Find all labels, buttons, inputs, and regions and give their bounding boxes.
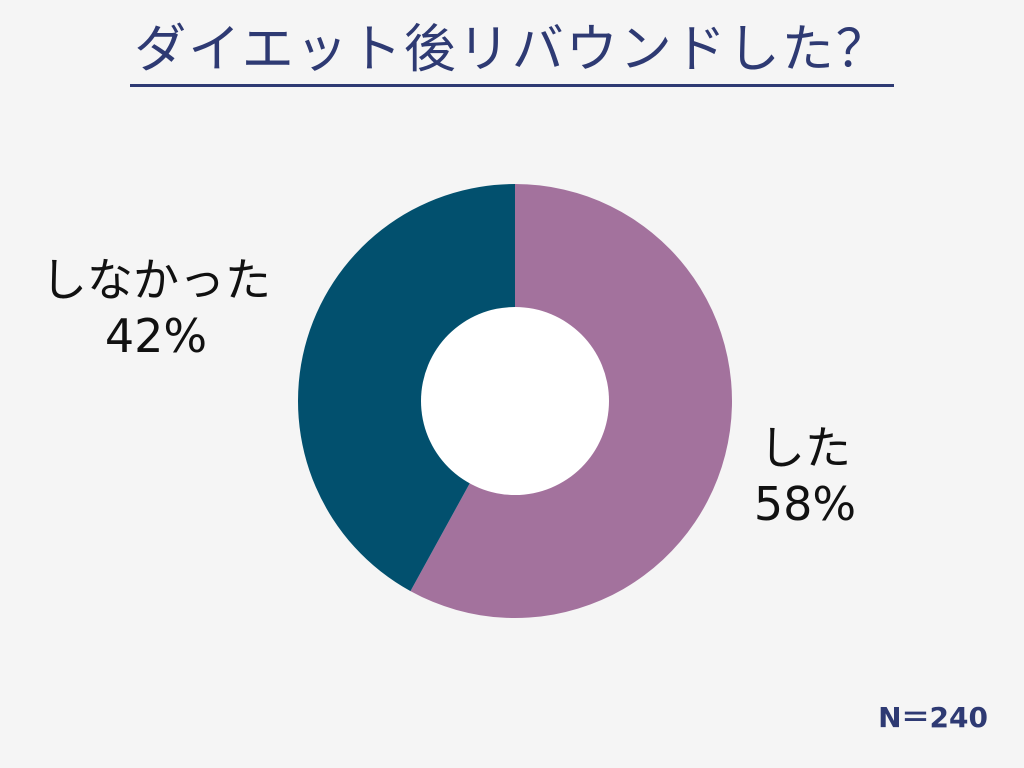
sample-size-note: N＝240 xyxy=(878,701,988,734)
donut-hole xyxy=(421,307,609,495)
slice-label-didnt-rebound-name: しなかった xyxy=(41,253,271,307)
slice-label-rebound: した 58% xyxy=(740,420,870,532)
slice-didnt-rebound xyxy=(297,184,515,592)
chart-title-text: ダイエット後リバウンドした？ xyxy=(130,20,894,87)
slice-label-didnt-rebound: しなかった 42% xyxy=(24,252,288,364)
slice-label-rebound-name: した xyxy=(759,421,851,475)
slice-label-rebound-value: 58% xyxy=(753,477,857,531)
chart-title: ダイエット後リバウンドした？ xyxy=(0,18,1024,87)
slice-label-didnt-rebound-value: 42% xyxy=(104,309,208,363)
